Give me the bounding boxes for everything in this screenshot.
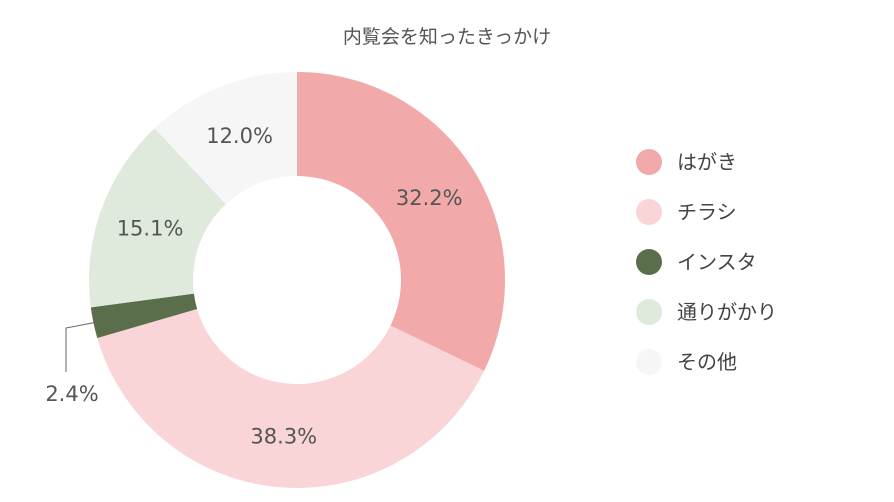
legend-label-5: その他 xyxy=(677,350,737,374)
legend-label-1: はがき xyxy=(677,150,737,174)
legend-label-4: 通りがかり xyxy=(677,300,777,324)
legend-label-3: インスタ xyxy=(677,250,757,274)
legend-swatch-4 xyxy=(636,299,662,325)
slice-4 xyxy=(89,128,226,308)
legend-swatch-2 xyxy=(636,199,662,225)
donut-slices xyxy=(89,72,506,489)
slice-labels: 32.2% 38.3% 2.4% 15.1% 12.0% xyxy=(45,124,462,448)
legend-swatch-1 xyxy=(636,149,662,175)
slice-1 xyxy=(297,72,506,371)
slice-label-5: 12.0% xyxy=(206,124,273,148)
legend-swatch-3 xyxy=(636,249,662,275)
slice-2 xyxy=(97,309,485,489)
slice-label-1: 32.2% xyxy=(396,186,463,210)
legend-label-2: チラシ xyxy=(677,200,737,224)
slice-label-4: 15.1% xyxy=(117,217,184,241)
slice-label-2: 38.3% xyxy=(250,424,317,448)
chart-title: 内覧会を知ったきっかけ xyxy=(343,26,551,48)
slice-label-3: 2.4% xyxy=(45,382,98,406)
legend-swatch-5 xyxy=(636,349,662,375)
slice-3 xyxy=(90,293,198,339)
leader-line xyxy=(65,321,98,372)
slice-5 xyxy=(154,72,297,205)
